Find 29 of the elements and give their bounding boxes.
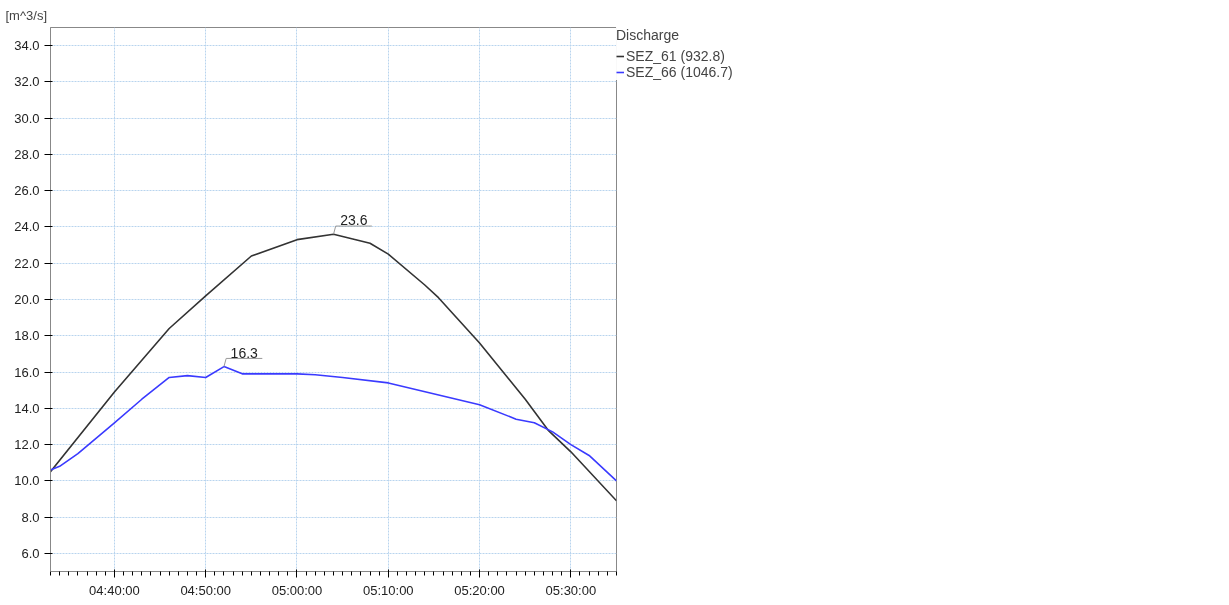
y-tick-label: 12.0 [14,437,40,453]
legend-label: SEZ_66 (1046.7) [626,64,733,80]
y-tick-label: 26.0 [14,183,40,199]
y-tick-label: 20.0 [14,292,40,307]
y-tick-label: 30.0 [14,110,40,126]
y-tick-label: 8.0 [21,509,40,525]
y-tick-label: 10.0 [14,473,40,489]
y-tick-label: 24.0 [14,219,40,235]
y-tick-label: 28.0 [14,146,40,162]
legend-label: SEZ_61 (932.8) [626,48,725,64]
annotation: 23.6 [340,212,368,229]
x-tick-label: 04:40:00 [89,582,140,598]
line-series [50,233,617,502]
y-axis-title: [m^3/s] [5,7,47,23]
x-tick-label: 05:30:00 [545,582,597,598]
y-tick-label: 14.0 [14,400,40,416]
line-series [50,365,617,482]
x-tick-label: 05:20:00 [454,582,505,598]
x-tick-label: 05:10:00 [363,582,414,598]
y-tick-label: 18.0 [14,328,40,344]
annotation: 16.3 [230,344,259,361]
y-tick-label: 16.0 [14,364,40,380]
legend-title: Discharge [616,27,681,43]
x-tick-label: 04:50:00 [180,582,231,598]
y-tick-label: 6.0 [21,545,40,561]
y-tick-label: 34.0 [14,38,40,54]
y-tick-label: 32.0 [14,74,40,90]
y-tick-label: 22.0 [14,255,40,271]
x-tick-label: 05:00:00 [271,582,323,598]
